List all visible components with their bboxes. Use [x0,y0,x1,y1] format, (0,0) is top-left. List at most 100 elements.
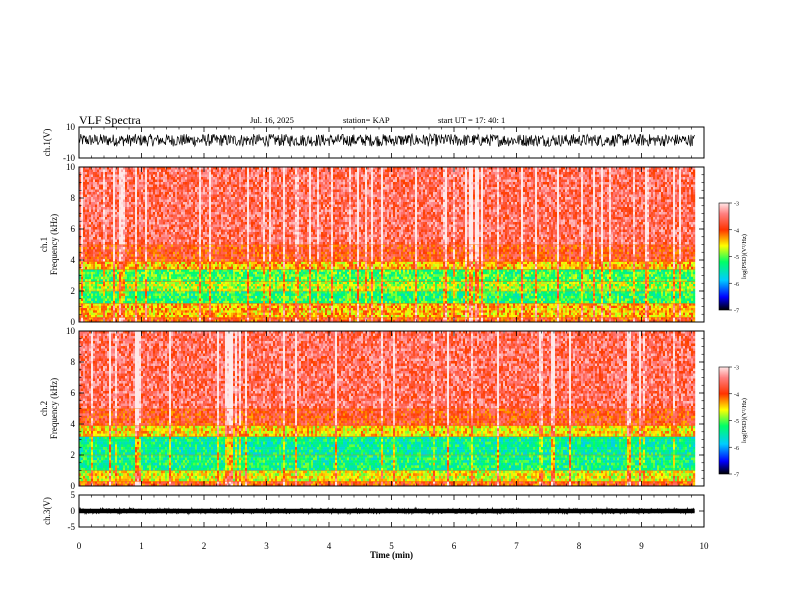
spectrogram-cell [175,308,178,311]
spectrogram-cell [673,286,676,289]
spectrogram-cell [147,303,150,306]
spectrogram-cell [553,315,556,318]
spectrogram-cell [87,286,90,289]
spectrogram-cell [577,303,580,306]
spectrogram-cell [477,319,480,323]
spectrogram-cell [183,317,186,320]
spectrogram-cell [89,286,92,289]
spectrogram-cell [273,317,276,320]
spectrogram-cell [405,312,408,316]
spectrogram-cell [637,298,640,302]
spectrogram-cell [187,315,190,318]
spectrogram-cell [555,298,558,302]
spectrogram-cell [623,295,626,299]
spectrogram-cell [447,286,450,289]
spectrogram-cell [561,319,564,323]
spectrogram-cell [279,286,282,289]
spectrogram-cell [319,293,322,297]
spectrogram-cell [631,298,634,302]
spectrogram-cell [649,300,652,304]
spectrogram-cell [81,288,84,292]
spectrogram-cell [459,293,462,297]
spectrogram-cell [435,286,438,289]
spectrogram-cell [687,305,690,309]
spectrogram-cell [553,298,556,302]
spectrogram-cell [89,291,92,294]
spectrogram-cell [277,291,280,294]
spectrogram-cell [591,303,594,306]
spectrogram-cell [381,284,384,287]
spectrogram-cell [275,303,278,306]
spectrogram-cell [531,303,534,306]
spectrogram-cell [517,291,520,294]
spectrogram-cell [287,293,290,297]
spectrogram-cell [593,315,596,318]
spectrogram-cell [575,284,578,287]
spectrogram-cell [385,308,388,311]
spectrogram-cell [169,295,172,299]
spectrogram-cell [693,281,696,285]
spectrogram-cell [229,298,232,302]
spectrogram-cell [319,284,322,287]
station-label: station= KAP [343,115,390,125]
spectrogram-cell [137,300,140,304]
spectrogram-cell [403,312,406,316]
spectrogram-cell [213,303,216,306]
spectrogram-cell [139,319,142,323]
spectrogram-cell [665,308,668,311]
spectrogram-cell [421,312,424,316]
spectrogram-cell [113,312,116,316]
spectrogram-cell [433,317,436,320]
spectrogram-cell [331,284,334,287]
spectrogram-cell [423,300,426,304]
spectrogram-cell [79,303,82,306]
spectrogram-cell [121,312,124,316]
spectrogram-cell [313,315,316,318]
spectrogram-cell [551,305,554,309]
spectrogram-cell [561,281,564,285]
spectrogram-cell [161,317,164,320]
spectrogram-cell [515,284,518,287]
spectrogram-cell [291,315,294,318]
spectrogram-cell [487,293,490,297]
spectrogram-cell [685,293,688,297]
spectrogram-cell [351,286,354,289]
spectrogram-cell [179,310,182,313]
spectrogram-cell [481,308,484,311]
spectrogram-cell [283,300,286,304]
spectrogram-cell [625,298,628,302]
spectrogram-cell [327,300,330,304]
spectrogram-cell [367,300,370,304]
spectrogram-cell [171,293,174,297]
spectrogram-cell [195,284,198,287]
spectrogram-cell [473,298,476,302]
spectrogram-cell [673,315,676,318]
spectrogram-cell [403,308,406,311]
spectrogram-cell [567,308,570,311]
spectrogram-cell [627,315,630,318]
spectrogram-cell [399,317,402,320]
spectrogram-cell [235,312,238,316]
spectrogram-cell [637,308,640,311]
spectrogram-cell [587,293,590,297]
spectrogram-cell [353,312,356,316]
spectrogram-cell [241,303,244,306]
spectrogram-cell [627,305,630,309]
spectrogram-cell [273,310,276,313]
spectrogram-cell [163,298,166,302]
spectrogram-cell [113,298,116,302]
spectrogram-cell [137,295,140,299]
spectrogram-cell [559,291,562,294]
spectrogram-cell [167,298,170,302]
spectrogram-cell [607,293,610,297]
spectrogram-cell [601,293,604,297]
spectrogram-cell [425,303,428,306]
spectrogram-cell [349,291,352,294]
spectrogram-cell [339,312,342,316]
spectrogram-cell [601,310,604,313]
spectrogram-cell [367,281,370,285]
spectrogram-cell [399,312,402,316]
spectrogram-cell [653,295,656,299]
spectrogram-cell [457,291,460,294]
spectrogram-cell [351,300,354,304]
